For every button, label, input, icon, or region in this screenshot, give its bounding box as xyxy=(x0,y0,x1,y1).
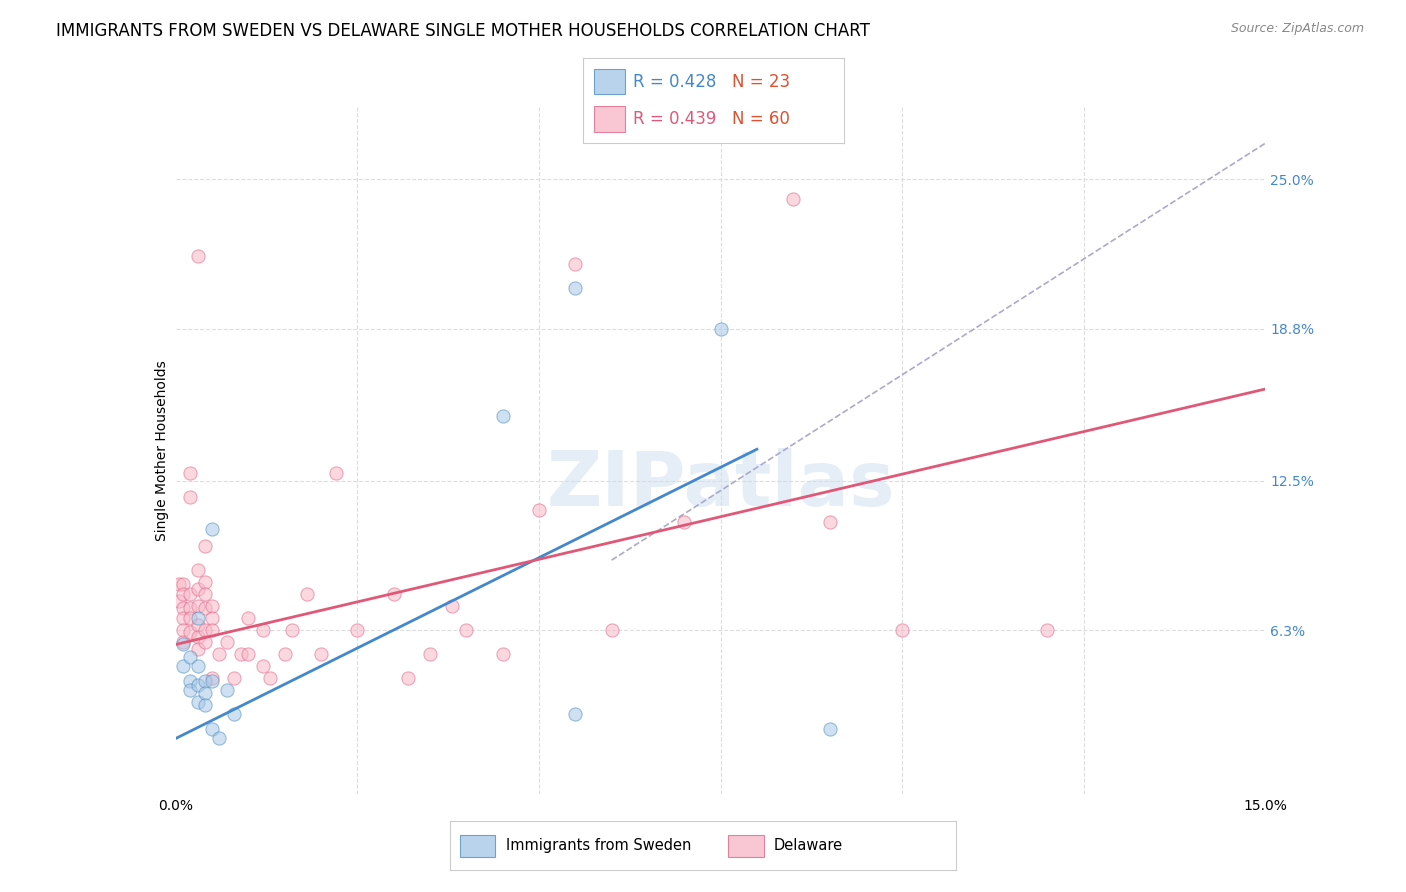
Point xyxy=(710,322,733,336)
Point xyxy=(440,599,463,613)
Point xyxy=(208,731,231,746)
Point xyxy=(238,611,260,625)
Text: ZIPatlas: ZIPatlas xyxy=(547,448,894,522)
Point xyxy=(186,618,209,632)
Point xyxy=(818,515,841,529)
Point xyxy=(215,635,238,649)
Text: Delaware: Delaware xyxy=(773,838,844,853)
Text: N = 60: N = 60 xyxy=(731,110,790,128)
Point xyxy=(172,577,194,591)
Point xyxy=(194,601,217,615)
Point xyxy=(169,594,191,608)
Point xyxy=(295,587,318,601)
Point xyxy=(456,623,478,637)
Point xyxy=(186,695,209,709)
Point xyxy=(564,281,586,295)
Point xyxy=(169,577,191,591)
Point xyxy=(186,630,209,644)
Point xyxy=(492,409,515,423)
Point xyxy=(201,623,224,637)
Point xyxy=(201,599,224,613)
Point xyxy=(208,647,231,661)
Point xyxy=(179,649,201,664)
Point xyxy=(600,623,623,637)
Point xyxy=(194,686,217,700)
Point xyxy=(564,257,586,271)
Point xyxy=(172,635,194,649)
Point xyxy=(179,491,201,505)
Point xyxy=(215,683,238,698)
Text: R = 0.439: R = 0.439 xyxy=(633,110,716,128)
Point xyxy=(564,707,586,722)
Point xyxy=(396,671,419,685)
Y-axis label: Single Mother Households: Single Mother Households xyxy=(155,360,169,541)
Point xyxy=(325,467,347,481)
Point xyxy=(201,522,224,536)
Point xyxy=(186,563,209,577)
Text: Source: ZipAtlas.com: Source: ZipAtlas.com xyxy=(1230,22,1364,36)
Bar xyxy=(593,69,626,95)
Point xyxy=(252,623,274,637)
Point xyxy=(179,625,201,640)
Point xyxy=(179,673,201,688)
Point xyxy=(186,659,209,673)
Point xyxy=(527,502,550,516)
Point xyxy=(194,539,217,553)
Point xyxy=(222,671,245,685)
Point xyxy=(492,647,515,661)
Point xyxy=(194,673,217,688)
Point xyxy=(201,673,224,688)
Bar xyxy=(728,835,763,857)
Point xyxy=(179,611,201,625)
Point xyxy=(172,587,194,601)
Point xyxy=(194,587,217,601)
Point xyxy=(179,467,201,481)
Point xyxy=(222,707,245,722)
Point xyxy=(172,601,194,615)
Point xyxy=(194,574,217,589)
Point xyxy=(782,192,804,206)
Point xyxy=(179,601,201,615)
Point xyxy=(891,623,914,637)
Point xyxy=(1036,623,1059,637)
Bar xyxy=(593,106,626,132)
Point xyxy=(186,611,209,625)
Point xyxy=(281,623,304,637)
Text: N = 23: N = 23 xyxy=(731,73,790,91)
Point xyxy=(194,698,217,712)
Point xyxy=(172,611,194,625)
Point xyxy=(201,722,224,736)
Text: IMMIGRANTS FROM SWEDEN VS DELAWARE SINGLE MOTHER HOUSEHOLDS CORRELATION CHART: IMMIGRANTS FROM SWEDEN VS DELAWARE SINGL… xyxy=(56,22,870,40)
Point xyxy=(172,623,194,637)
Text: R = 0.428: R = 0.428 xyxy=(633,73,716,91)
Point xyxy=(382,587,405,601)
Point xyxy=(186,678,209,692)
Point xyxy=(238,647,260,661)
Point xyxy=(419,647,441,661)
Point xyxy=(194,623,217,637)
Point xyxy=(172,659,194,673)
Point xyxy=(186,599,209,613)
Point xyxy=(673,515,696,529)
Point xyxy=(201,671,224,685)
Point xyxy=(346,623,368,637)
Point xyxy=(194,635,217,649)
Bar xyxy=(460,835,495,857)
Point xyxy=(259,671,281,685)
Point xyxy=(186,582,209,596)
Point xyxy=(186,642,209,657)
Point xyxy=(309,647,332,661)
Point xyxy=(186,250,209,264)
Point xyxy=(818,722,841,736)
Point xyxy=(252,659,274,673)
Text: Immigrants from Sweden: Immigrants from Sweden xyxy=(506,838,690,853)
Point xyxy=(179,683,201,698)
Point xyxy=(172,637,194,651)
Point xyxy=(179,587,201,601)
Point xyxy=(201,611,224,625)
Point xyxy=(231,647,253,661)
Point xyxy=(274,647,297,661)
